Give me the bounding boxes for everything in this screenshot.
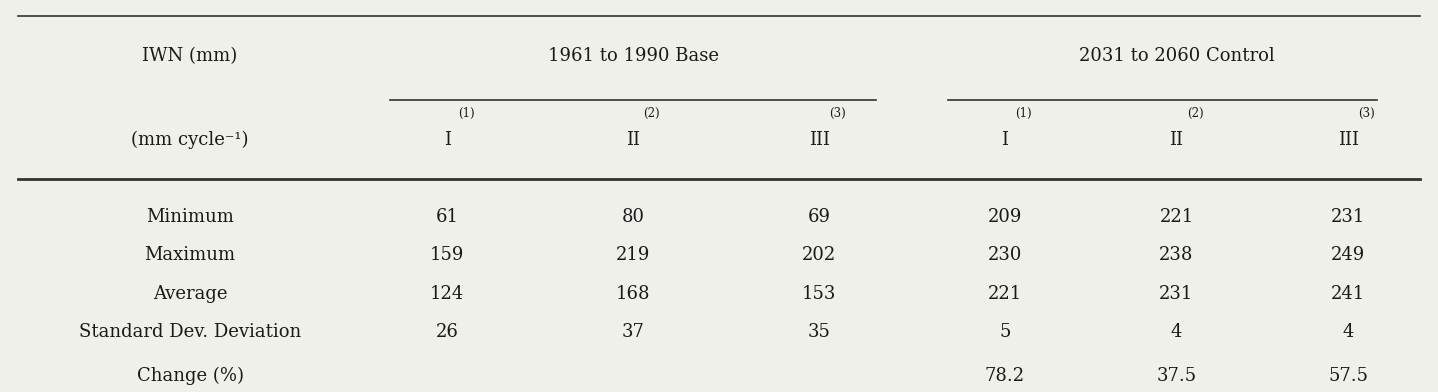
Text: 221: 221 [1159, 208, 1194, 226]
Text: Change (%): Change (%) [137, 367, 243, 385]
Text: 249: 249 [1332, 247, 1365, 265]
Text: 238: 238 [1159, 247, 1194, 265]
Text: 80: 80 [621, 208, 644, 226]
Text: Maximum: Maximum [144, 247, 236, 265]
Text: 221: 221 [988, 285, 1022, 303]
Text: 153: 153 [802, 285, 837, 303]
Text: 26: 26 [436, 323, 459, 341]
Text: 219: 219 [615, 247, 650, 265]
Text: II: II [626, 131, 640, 149]
Text: 78.2: 78.2 [985, 367, 1025, 385]
Text: 61: 61 [436, 208, 459, 226]
Text: (3): (3) [1359, 107, 1375, 120]
Text: 37.5: 37.5 [1156, 367, 1196, 385]
Text: IWN (mm): IWN (mm) [142, 47, 237, 65]
Text: (1): (1) [457, 107, 475, 120]
Text: 159: 159 [430, 247, 464, 265]
Text: 202: 202 [802, 247, 837, 265]
Text: 231: 231 [1159, 285, 1194, 303]
Text: 57.5: 57.5 [1329, 367, 1368, 385]
Text: 4: 4 [1171, 323, 1182, 341]
Text: Standard Dev. Deviation: Standard Dev. Deviation [79, 323, 301, 341]
Text: I: I [444, 131, 452, 149]
Text: 5: 5 [999, 323, 1011, 341]
Text: (3): (3) [830, 107, 846, 120]
Text: (2): (2) [643, 107, 660, 120]
Text: (mm cycle⁻¹): (mm cycle⁻¹) [131, 131, 249, 149]
Text: 230: 230 [988, 247, 1022, 265]
Text: 37: 37 [621, 323, 644, 341]
Text: 241: 241 [1332, 285, 1365, 303]
Text: 124: 124 [430, 285, 464, 303]
Text: I: I [1001, 131, 1008, 149]
Text: III: III [808, 131, 830, 149]
Text: 35: 35 [808, 323, 831, 341]
Text: 69: 69 [808, 208, 831, 226]
Text: 2031 to 2060 Control: 2031 to 2060 Control [1078, 47, 1274, 65]
Text: 209: 209 [988, 208, 1022, 226]
Text: 231: 231 [1330, 208, 1365, 226]
Text: III: III [1337, 131, 1359, 149]
Text: 1961 to 1990 Base: 1961 to 1990 Base [548, 47, 719, 65]
Text: Minimum: Minimum [147, 208, 234, 226]
Text: 168: 168 [615, 285, 650, 303]
Text: Average: Average [152, 285, 227, 303]
Text: II: II [1169, 131, 1183, 149]
Text: (1): (1) [1015, 107, 1032, 120]
Text: (2): (2) [1186, 107, 1204, 120]
Text: 4: 4 [1342, 323, 1353, 341]
